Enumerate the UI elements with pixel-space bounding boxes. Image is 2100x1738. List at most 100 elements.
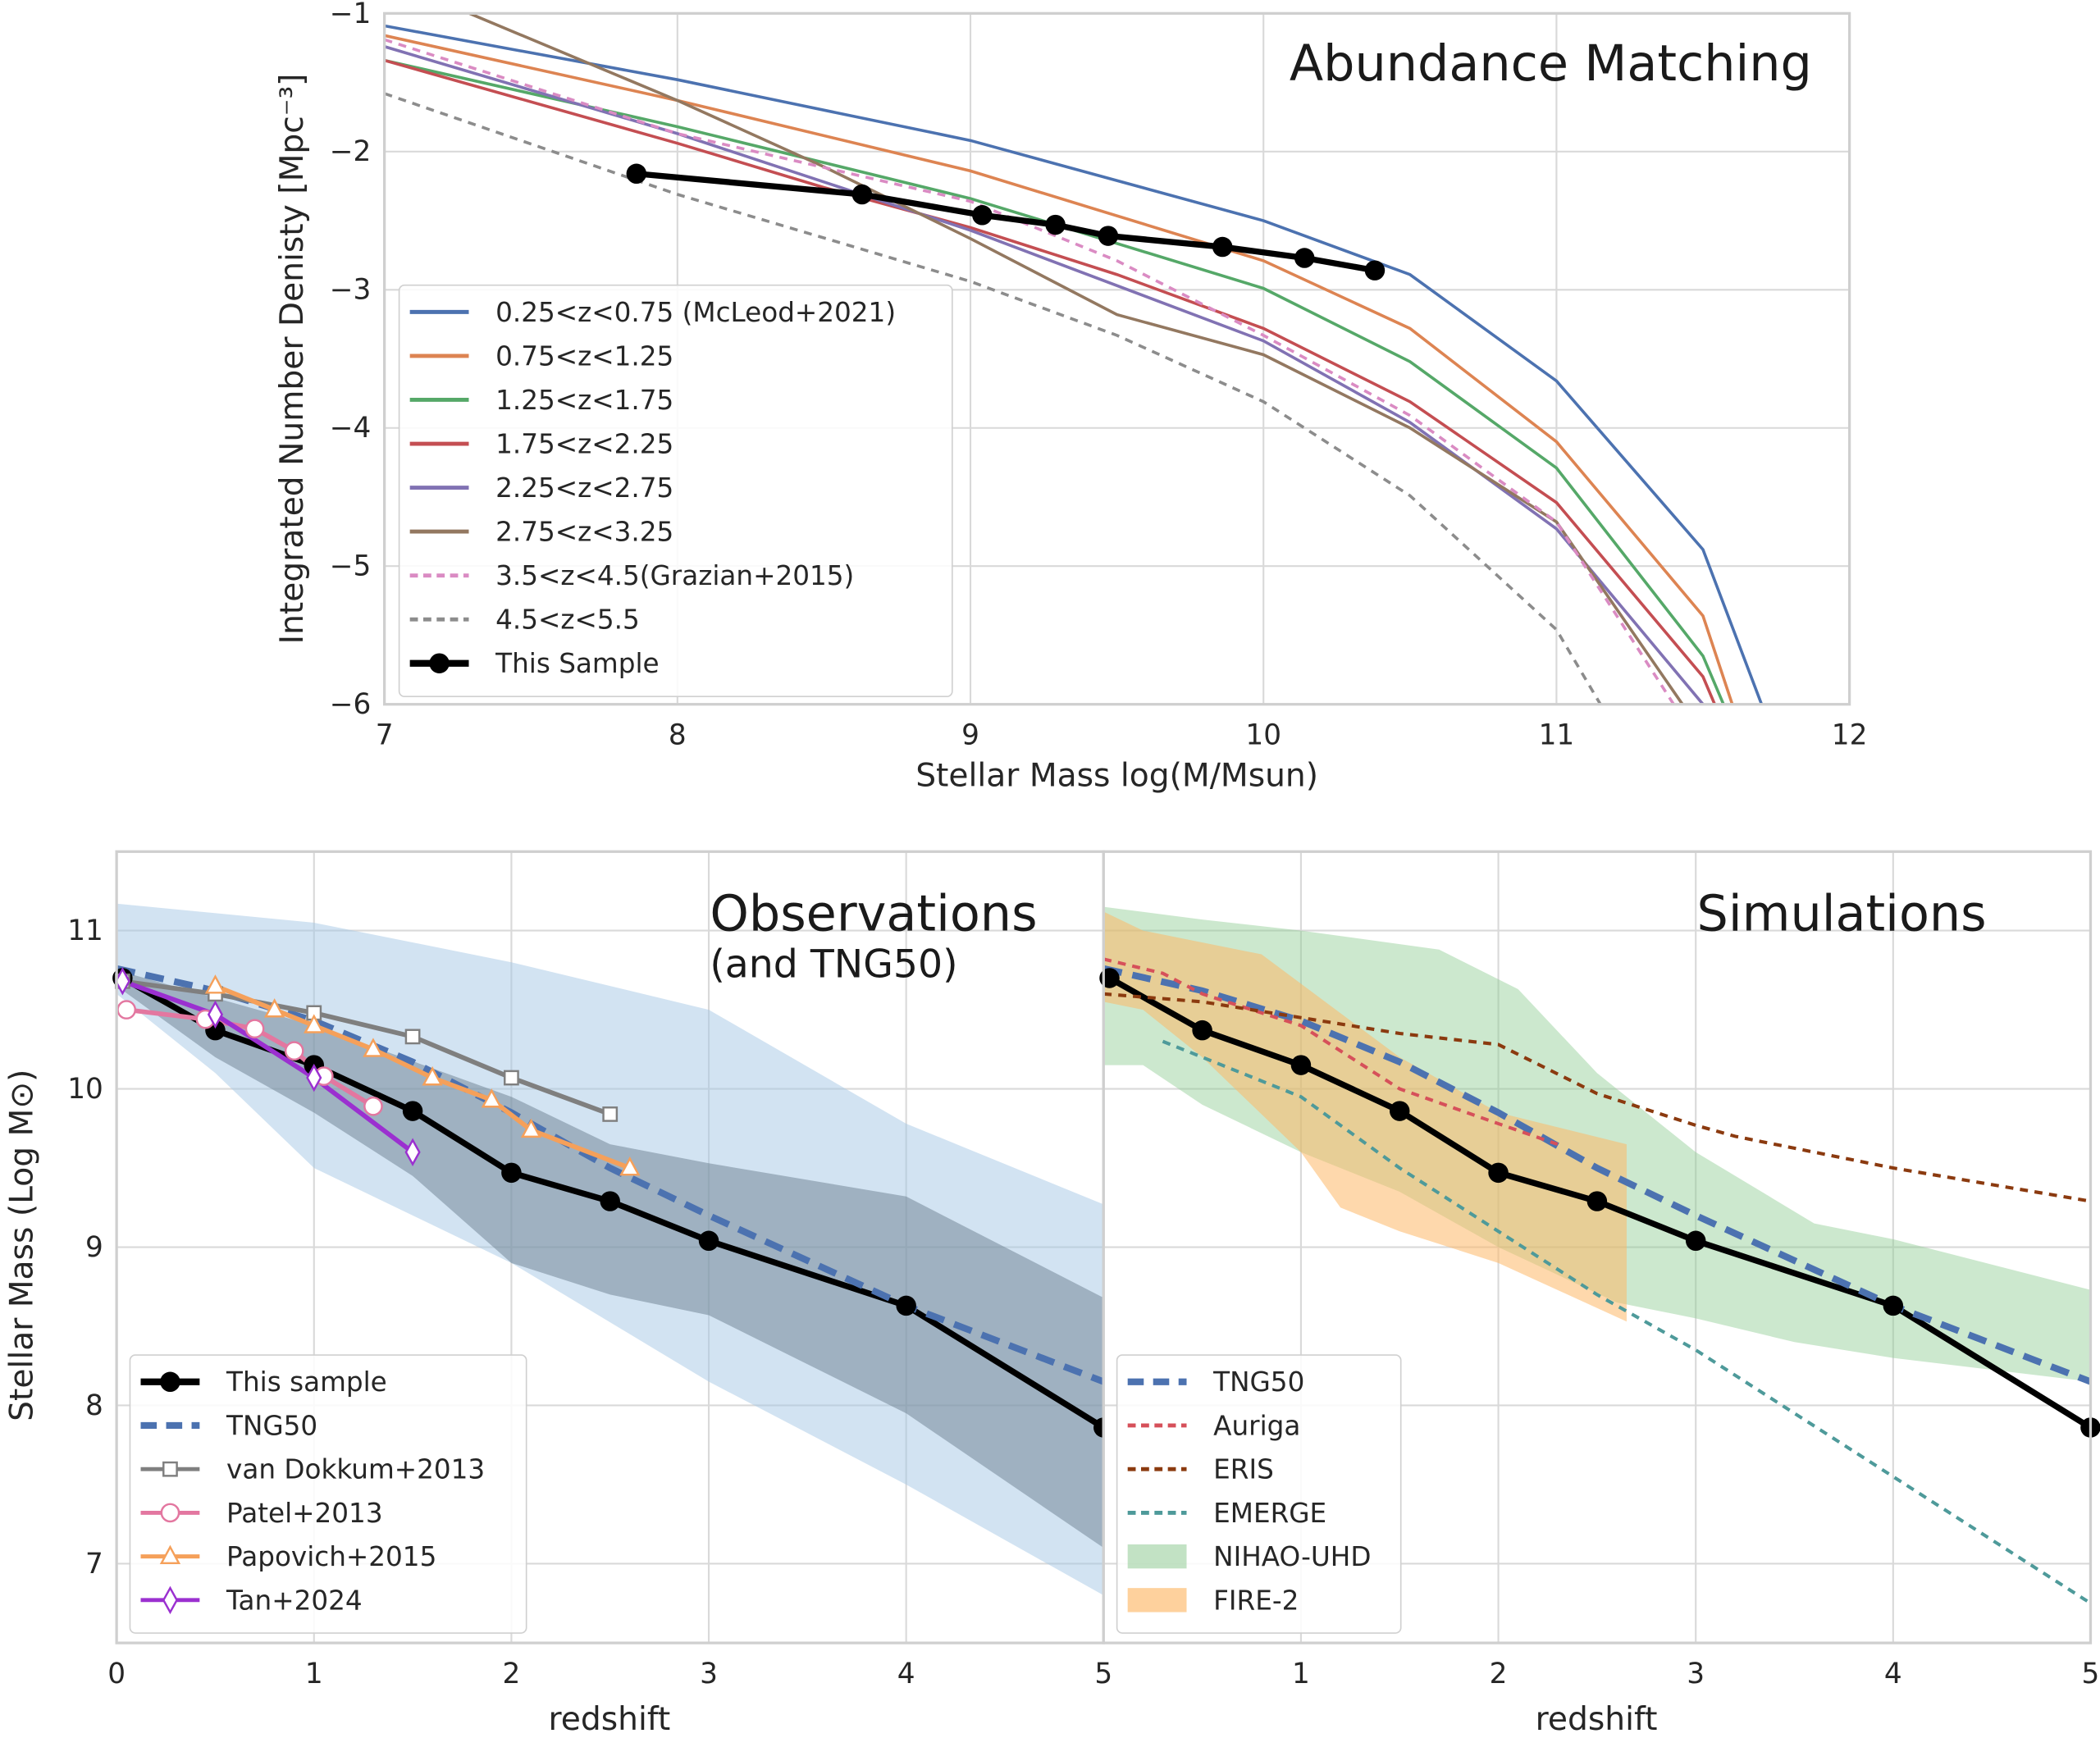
legend-label: TNG50 <box>226 1410 317 1441</box>
obs-x-axis-label: redshift <box>549 1701 671 1738</box>
legend-item: 2.75<z<3.25 <box>409 517 673 548</box>
legend-label: 0.75<z<1.25 <box>495 340 673 372</box>
data-point <box>619 1156 641 1176</box>
y-tick-label: −4 <box>330 412 372 445</box>
data-point <box>160 1503 180 1523</box>
data-point <box>204 974 226 994</box>
x-tick-label: 8 <box>669 719 687 752</box>
x-tick-label: 11 <box>1539 719 1575 752</box>
legend-item: This sample <box>140 1366 387 1398</box>
data-point <box>520 1118 542 1138</box>
legend-item: This Sample <box>409 648 660 679</box>
x-tick-label: 3 <box>1687 1658 1705 1690</box>
data-point <box>972 205 993 226</box>
legend-label: This sample <box>226 1366 387 1398</box>
legend-label: 3.5<z<4.5(Grazian+2015) <box>495 560 854 591</box>
data-point <box>306 1063 322 1093</box>
simulations-title: Simulations <box>1697 886 1987 943</box>
data-point <box>1212 236 1233 258</box>
legend-item: Papovich+2015 <box>140 1541 436 1572</box>
data-point <box>851 184 873 205</box>
simulations-panel: 1 2 3 4 5 TNG50 Auriga ERIS EMERGE NIHAO-UHD FIRE-… <box>1099 850 2100 1690</box>
legend-swatch <box>1127 1544 1187 1569</box>
data-point <box>363 1096 383 1116</box>
series-line <box>636 171 1376 274</box>
series-line <box>1103 992 2091 1203</box>
x-tick-label: 5 <box>2082 1658 2100 1690</box>
x-tick-label: 1 <box>1292 1658 1310 1690</box>
series-line <box>384 92 1602 705</box>
data-point <box>363 1038 384 1057</box>
data-point <box>1883 1295 1904 1316</box>
series-line <box>121 978 414 1155</box>
y-tick-label: 11 <box>67 915 103 947</box>
legend-item: ERIS <box>1127 1454 1274 1485</box>
y-tick-label: −1 <box>330 0 372 30</box>
legend-item: 0.75<z<1.25 <box>409 340 673 372</box>
x-tick-label: 2 <box>502 1658 520 1690</box>
legend-label: ERIS <box>1213 1454 1274 1485</box>
data-point <box>304 1014 325 1033</box>
data-point <box>626 163 647 185</box>
x-tick-label: 9 <box>961 719 979 752</box>
data-point <box>263 998 285 1018</box>
y-tick-label: 9 <box>85 1231 103 1264</box>
data-point <box>429 653 450 673</box>
series-line <box>1103 957 1559 1147</box>
data-point <box>1586 1191 1608 1211</box>
legend-item: 1.25<z<1.75 <box>409 385 673 416</box>
legend-label: Patel+2013 <box>226 1498 383 1529</box>
y-tick-label: −3 <box>330 274 372 307</box>
series-line <box>468 13 1684 705</box>
legend-box <box>398 284 953 698</box>
legend-label: 0.25<z<0.75 (McLeod+2021) <box>495 297 896 328</box>
legend-label: Auriga <box>1213 1410 1300 1441</box>
observations-title: Observations <box>710 886 1037 943</box>
legend-label: Tan+2024 <box>226 1585 363 1616</box>
data-point <box>404 1138 421 1166</box>
legend-label: 4.5<z<5.5 <box>495 604 640 636</box>
legend-item: TNG50 <box>140 1410 317 1441</box>
x-tick-label: 0 <box>107 1658 126 1690</box>
x-tick-label: 4 <box>1884 1658 1902 1690</box>
legend-label: TNG50 <box>1212 1366 1304 1398</box>
series-line <box>1162 1039 2091 1605</box>
data-point <box>1192 1020 1212 1041</box>
bottom-y-axis-label: Stellar Mass (Log M⊙) <box>3 1070 40 1421</box>
legend-item: EMERGE <box>1127 1498 1326 1529</box>
legend: 0.25<z<0.75 (McLeod+2021) 0.75<z<1.25 1.25… <box>398 284 953 698</box>
data-point <box>600 1191 620 1211</box>
data-point <box>896 1295 916 1316</box>
x-tick-label: 2 <box>1490 1658 1508 1690</box>
legend-item: 3.5<z<4.5(Grazian+2015) <box>409 560 854 591</box>
data-point <box>159 1544 181 1565</box>
legend-item: 0.25<z<0.75 (McLeod+2021) <box>409 297 896 328</box>
data-point <box>1390 1101 1410 1121</box>
legend-label: 2.75<z<3.25 <box>495 517 673 548</box>
legend-item: 1.75<z<2.25 <box>409 428 673 459</box>
legend-label: 2.25<z<2.75 <box>495 472 673 504</box>
data-point <box>116 1000 137 1020</box>
legend-label: 1.75<z<2.25 <box>495 428 673 459</box>
data-point <box>114 967 130 996</box>
top-y-axis-label: Integrated Number Denisty [Mpc⁻³] <box>274 74 311 645</box>
data-point <box>504 1070 519 1086</box>
data-point <box>602 1106 619 1122</box>
x-tick-label: 1 <box>305 1658 323 1690</box>
data-point <box>422 1066 443 1086</box>
axes-frame <box>383 11 1851 706</box>
series-line <box>384 45 1705 705</box>
abundance-matching-panel: 7 8 9 10 11 12 −6 −5 −4 −3 −2 −1 0.25<z<0.75 (McLeod… <box>330 0 1868 752</box>
observations-subtitle: (and TNG50) <box>710 942 957 988</box>
y-tick-label: −2 <box>330 135 372 168</box>
legend-item: Patel+2013 <box>140 1498 383 1529</box>
axes-frame <box>1102 850 2093 1644</box>
series-line <box>384 58 1725 705</box>
data-point <box>207 1000 224 1029</box>
legend-label: van Dokkum+2013 <box>226 1454 485 1485</box>
data-point <box>1294 248 1315 268</box>
legend-box <box>1116 1354 1402 1634</box>
abundance-title: Abundance Matching <box>1290 35 1812 93</box>
y-tick-label: 10 <box>67 1073 103 1106</box>
